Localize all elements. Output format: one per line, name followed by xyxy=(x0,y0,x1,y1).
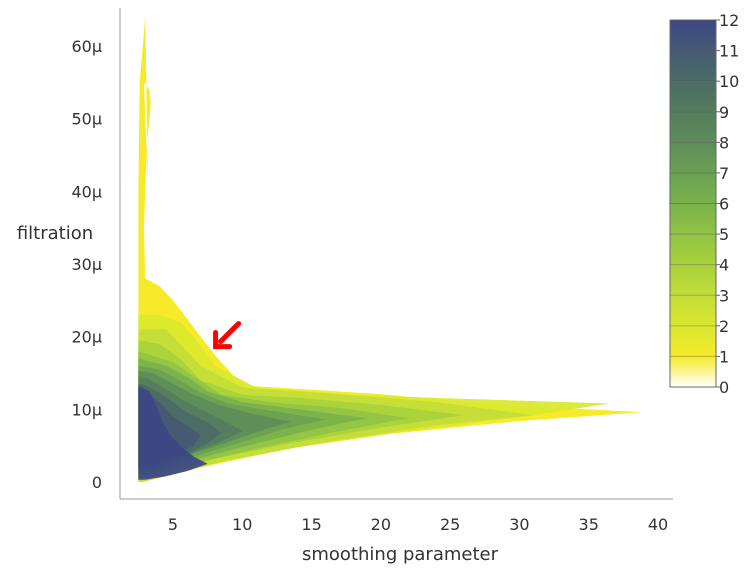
colorbar-tick-label: 11 xyxy=(719,42,739,61)
colorbar-segment xyxy=(670,295,716,326)
colorbar-segment xyxy=(670,325,716,357)
y-tick-label: 50µ xyxy=(71,110,102,129)
colorbar-tick-label: 0 xyxy=(719,378,729,397)
colorbar-segment xyxy=(670,142,716,173)
arrow-shaft xyxy=(218,321,242,345)
colorbar-tick-label: 9 xyxy=(719,103,729,122)
axes xyxy=(119,8,673,500)
colorbar-tick-label: 3 xyxy=(719,286,729,305)
y-axis-label: filtration xyxy=(17,223,93,244)
colorbar-tick-label: 10 xyxy=(719,72,739,91)
colorbar-tick-label: 2 xyxy=(719,317,729,336)
x-tick-label: 25 xyxy=(440,515,460,534)
y-tick-labels: 0 10µ 20µ 30µ 40µ 50µ 60µ xyxy=(71,37,102,492)
colorbar-tick-label: 4 xyxy=(719,256,729,275)
colorbar-segment xyxy=(670,111,716,143)
colorbar-segment xyxy=(670,50,716,82)
y-tick-label: 60µ xyxy=(71,37,102,56)
x-tick-label: 20 xyxy=(371,515,391,534)
colorbar-segment xyxy=(670,203,716,235)
colorbar-segment xyxy=(670,264,716,296)
heatmap-regions xyxy=(138,16,642,483)
x-tick-label: 5 xyxy=(168,515,178,534)
x-axis-label: smoothing parameter xyxy=(302,544,499,565)
colorbar-segment xyxy=(670,20,716,51)
y-tick-label: 20µ xyxy=(71,328,102,347)
colorbar-tick-label: 8 xyxy=(719,133,729,152)
arrow-head xyxy=(213,330,233,350)
colorbar-segment xyxy=(670,81,716,112)
y-tick-label: 10µ xyxy=(71,400,102,419)
colorbar-tick-label: 6 xyxy=(719,195,729,214)
x-tick-label: 10 xyxy=(232,515,252,534)
y-tick-label: 30µ xyxy=(71,255,102,274)
colorbar-segment xyxy=(670,234,716,265)
colorbar-tick-label: 12 xyxy=(719,11,739,30)
x-tick-label: 35 xyxy=(579,515,599,534)
colorbar-tick-label: 7 xyxy=(719,164,729,183)
colorbar-segment xyxy=(670,172,716,204)
colorbar-segment xyxy=(670,356,716,387)
x-tick-label: 30 xyxy=(509,515,529,534)
colorbar-tick-label: 5 xyxy=(719,225,729,244)
y-tick-label: 0 xyxy=(92,473,102,492)
region-level-12 xyxy=(138,386,208,480)
colorbar-tick-label: 1 xyxy=(719,347,729,366)
x-tick-label: 15 xyxy=(301,515,321,534)
arrow-annotation xyxy=(213,321,242,350)
y-tick-label: 40µ xyxy=(71,182,102,201)
x-tick-labels: 5 10 15 20 25 30 35 40 xyxy=(168,515,668,534)
x-tick-label: 40 xyxy=(648,515,668,534)
